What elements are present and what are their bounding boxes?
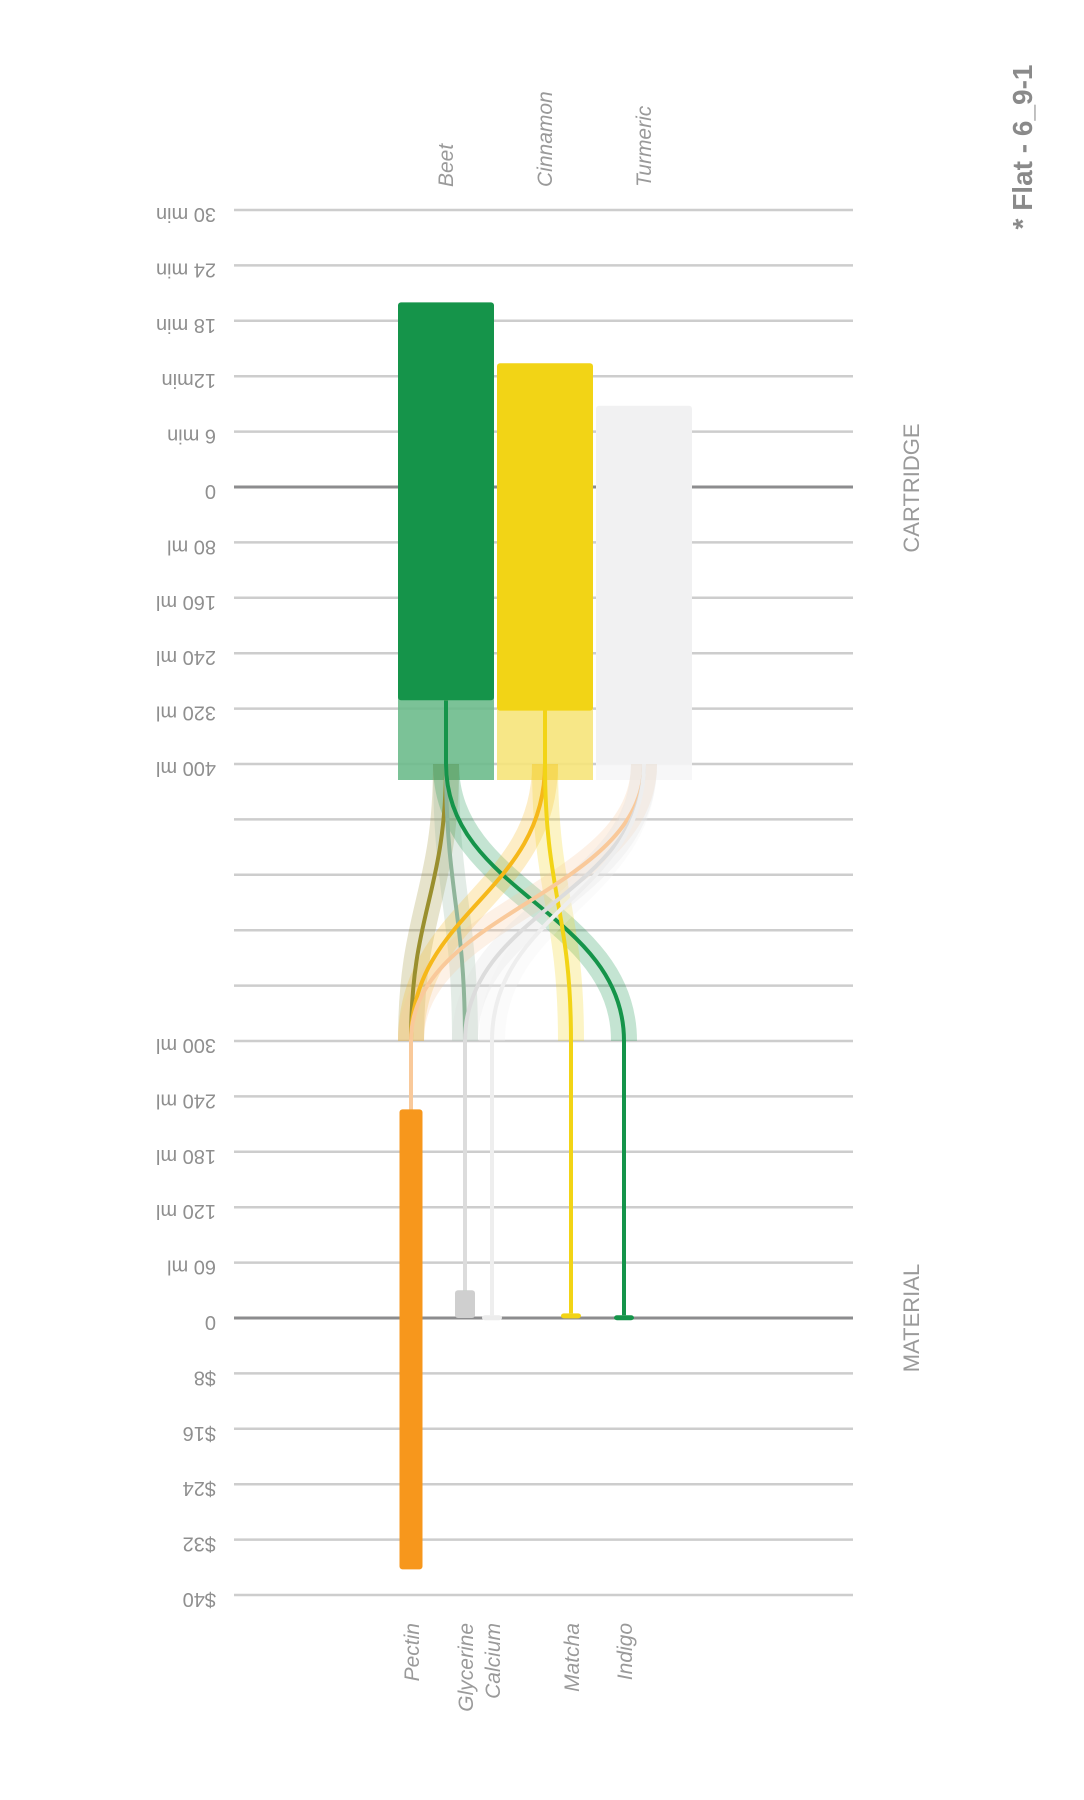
axis-tick-label: 160 ml [156, 591, 216, 613]
flow-line [409, 763, 646, 1042]
flow-line [543, 763, 573, 1042]
material-bar-indigo [614, 1315, 634, 1321]
axis-tick-label: $24 [183, 1477, 216, 1499]
axis-tick-label: $32 [183, 1533, 216, 1555]
flow-line [409, 763, 448, 1042]
flow-line [490, 763, 646, 1042]
material-label-indigo: Indigo [614, 1623, 637, 1681]
axis-tick-label: $16 [183, 1422, 216, 1444]
axis-tick-label: 320 ml [156, 702, 216, 724]
material-label-pectin: Pectin [401, 1623, 424, 1681]
axis-tick-label: 300 ml [156, 1034, 216, 1056]
axis-tick-label: 80 ml [167, 535, 216, 557]
chart-title: * Flat - 6_9-1 [1007, 65, 1038, 230]
bars [398, 302, 692, 1570]
material-label-matcha: Matcha [561, 1623, 584, 1692]
cartridge-bar-beet [398, 302, 494, 701]
section-label-material: MATERIAL [899, 1264, 924, 1372]
axis-tick-label: $40 [183, 1588, 216, 1610]
axis-tick-label: 18 min [156, 314, 216, 336]
axis-tick-label: 24 min [156, 258, 216, 280]
axis-tick-label: 240 ml [156, 1089, 216, 1111]
axis-tick-label: 6 min [167, 425, 216, 447]
material-bar-glycerine [455, 1290, 475, 1318]
axis-labels: 30 min 24 min 18 min 12min 6 min 0 80 ml 160 ml… [156, 203, 216, 1610]
material-label-glycerine: Glycerine [455, 1623, 478, 1712]
flow-lines [409, 700, 646, 1316]
flow-line [444, 763, 467, 1042]
cartridge-bar-turmeric [596, 405, 692, 764]
material-bar-calcium [482, 1315, 502, 1321]
cartridge-label-turmeric: Turmeric [633, 105, 656, 187]
axis-tick-label: 12min [162, 369, 216, 391]
material-label-calcium: Calcium [482, 1623, 505, 1699]
axis-tick-label: 400 ml [156, 757, 216, 779]
axis-tick-label: 30 min [156, 203, 216, 225]
material-bar-pectin [399, 1109, 423, 1570]
cartridge-label-cinnamon: Cinnamon [534, 91, 557, 187]
axis-tick-label: $8 [194, 1366, 216, 1388]
axis-tick-label: 60 ml [167, 1256, 216, 1278]
axis-tick-label: 0 [205, 480, 216, 502]
material-bar-matcha [561, 1313, 581, 1319]
flow-line [444, 763, 626, 1042]
cartridge-bar-cinnamon [497, 363, 593, 711]
axis-tick-label: 0 [205, 1311, 216, 1333]
axis-tick-label: 120 ml [156, 1200, 216, 1222]
node-labels: Beet Cinnamon Turmeric Pectin Glycerine Calci… [401, 91, 656, 1711]
cartridge-label-beet: Beet [435, 143, 458, 187]
section-label-cartridge: CARTRIDGE [899, 423, 924, 552]
gridlines [234, 208, 853, 1597]
flow-line [409, 763, 547, 1042]
axis-tick-label: 240 ml [156, 646, 216, 668]
axis-tick-label: 180 ml [156, 1145, 216, 1167]
